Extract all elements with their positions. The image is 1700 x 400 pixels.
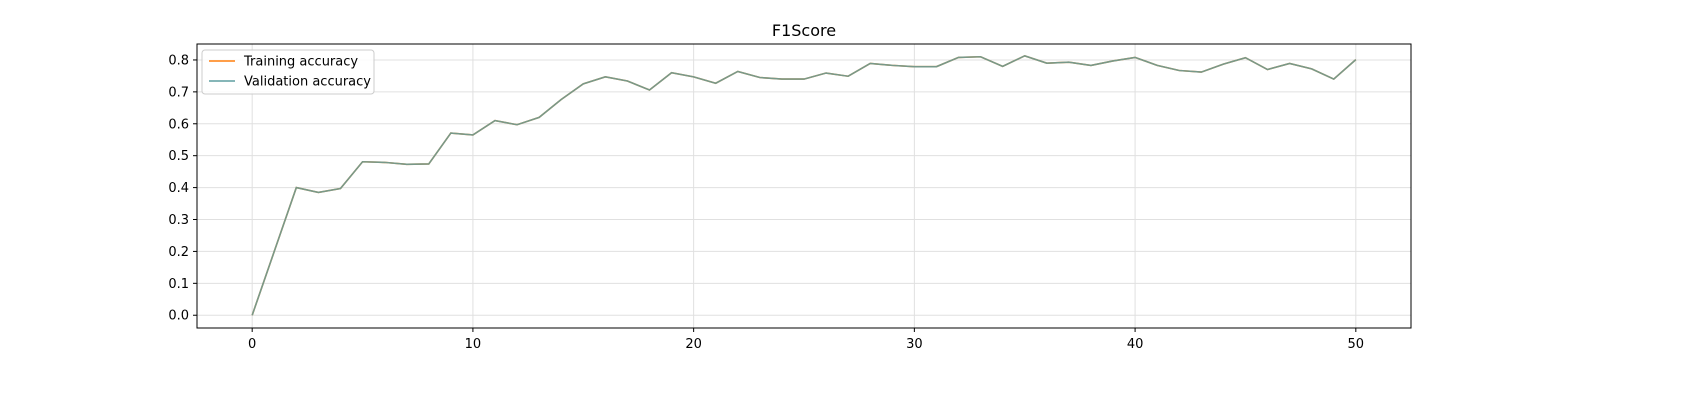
x-tick-label: 0 bbox=[248, 337, 256, 352]
x-tick-label: 40 bbox=[1127, 337, 1144, 352]
y-tick-label: 0.2 bbox=[168, 245, 189, 260]
y-tick-label: 0.6 bbox=[168, 117, 189, 132]
y-tick-label: 0.0 bbox=[168, 309, 189, 324]
series-lines bbox=[251, 54, 1357, 316]
y-tick-label: 0.8 bbox=[168, 53, 189, 68]
chart-title: F1Score bbox=[772, 21, 836, 40]
x-tick-label: 20 bbox=[685, 337, 702, 352]
legend: Training accuracy Validation accuracy bbox=[201, 49, 375, 95]
y-tick-label: 0.1 bbox=[168, 277, 189, 292]
y-tick-label: 0.4 bbox=[168, 181, 189, 196]
series-line-validation bbox=[251, 54, 1357, 316]
x-axis: 0 10 20 30 40 50 bbox=[248, 328, 1364, 352]
x-tick-label: 30 bbox=[906, 337, 923, 352]
legend-label: Validation accuracy bbox=[244, 75, 371, 90]
x-tick-label: 50 bbox=[1348, 337, 1365, 352]
y-tick-label: 0.7 bbox=[168, 85, 189, 100]
series-line-training bbox=[251, 54, 1357, 316]
y-tick-label: 0.5 bbox=[168, 149, 189, 164]
y-axis: 0.0 0.1 0.2 0.3 0.4 0.5 0.6 0.7 0.8 bbox=[168, 53, 197, 324]
plot-area-frame bbox=[196, 43, 1412, 329]
y-tick-label: 0.3 bbox=[168, 213, 189, 228]
x-tick-label: 10 bbox=[465, 337, 482, 352]
legend-label: Training accuracy bbox=[243, 55, 358, 70]
legend-box bbox=[201, 49, 375, 95]
grid bbox=[197, 44, 1411, 328]
